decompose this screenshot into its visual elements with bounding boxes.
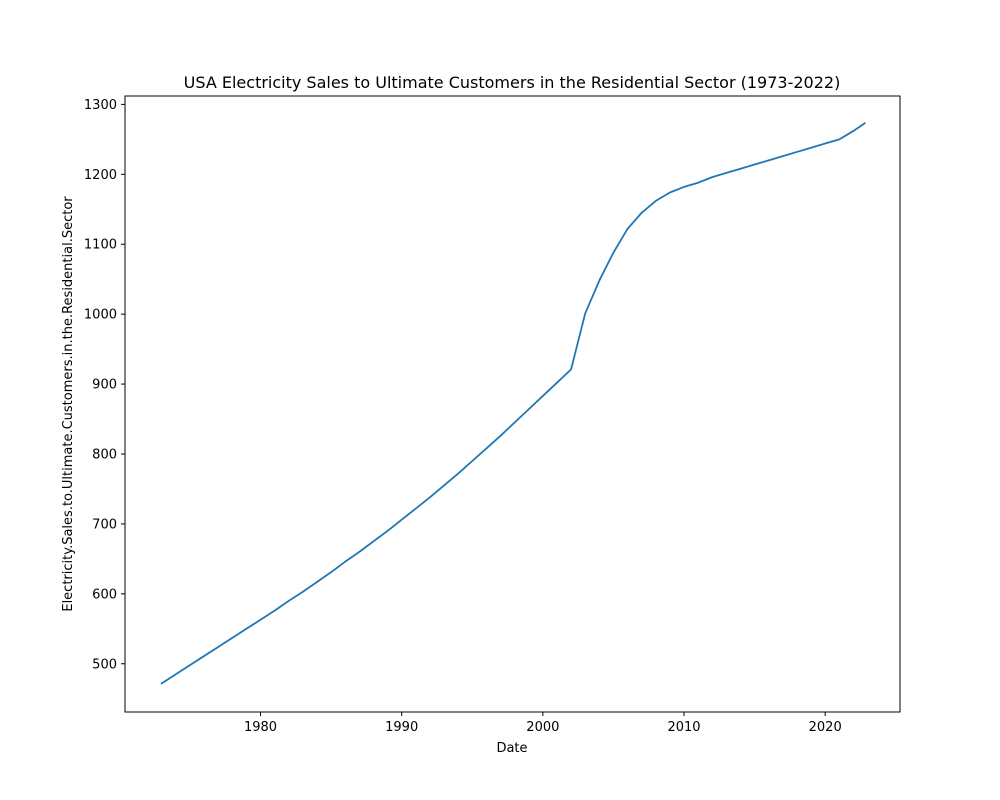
x-tick-label: 1990 bbox=[385, 720, 418, 735]
x-tick-label: 2000 bbox=[526, 720, 559, 735]
x-tick-label: 2010 bbox=[667, 720, 700, 735]
x-axis-label: Date bbox=[496, 741, 527, 756]
series-line bbox=[160, 122, 866, 685]
y-tick-label: 1000 bbox=[84, 308, 117, 323]
y-tick-label: 700 bbox=[92, 517, 117, 532]
x-tick-label: 2020 bbox=[809, 720, 842, 735]
y-tick-label: 600 bbox=[92, 587, 117, 602]
y-tick-label: 500 bbox=[92, 657, 117, 672]
plot-area-frame bbox=[124, 95, 901, 713]
y-tick-label: 1100 bbox=[84, 238, 117, 253]
y-tick-label: 900 bbox=[92, 378, 117, 393]
y-axis-label: Electricity.Sales.to.Ultimate.Customers.… bbox=[61, 196, 76, 612]
x-tick-label: 1980 bbox=[244, 720, 277, 735]
chart-title: USA Electricity Sales to Ultimate Custom… bbox=[184, 73, 841, 92]
y-axis-ticks: 500 600 700 800 900 1000 1100 1200 1300 bbox=[84, 98, 125, 672]
y-tick-label: 1200 bbox=[84, 168, 117, 183]
y-tick-label: 1300 bbox=[84, 98, 117, 113]
x-axis-ticks: 1980 1990 2000 2010 2020 bbox=[244, 712, 842, 735]
y-tick-label: 800 bbox=[92, 447, 117, 462]
